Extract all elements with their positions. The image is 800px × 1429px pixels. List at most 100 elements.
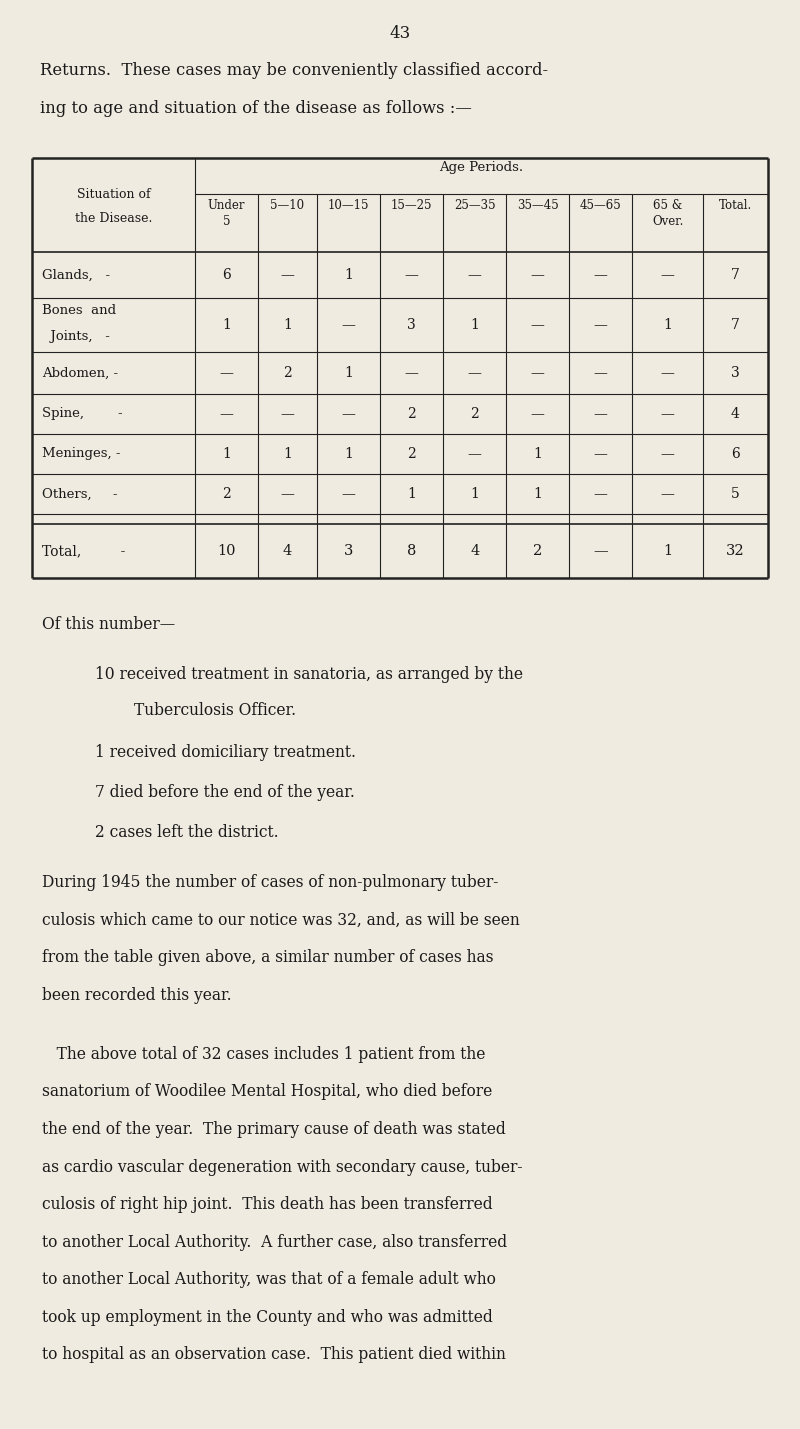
Text: Spine,        -: Spine, - bbox=[42, 407, 122, 420]
Text: 4: 4 bbox=[731, 407, 740, 422]
Text: —: — bbox=[594, 447, 608, 462]
Text: 1: 1 bbox=[344, 447, 353, 462]
Text: 25—35: 25—35 bbox=[454, 199, 495, 211]
Text: Situation of: Situation of bbox=[77, 189, 150, 201]
Text: —: — bbox=[530, 319, 545, 332]
Text: —: — bbox=[661, 447, 674, 462]
Text: —: — bbox=[661, 407, 674, 422]
Text: 2: 2 bbox=[407, 447, 416, 462]
Text: 4: 4 bbox=[283, 544, 292, 557]
Text: During 1945 the number of cases of non-pulmonary tuber-: During 1945 the number of cases of non-p… bbox=[42, 875, 498, 892]
Text: 3: 3 bbox=[407, 319, 416, 332]
Text: from the table given above, a similar number of cases has: from the table given above, a similar nu… bbox=[42, 949, 494, 966]
Text: Meninges, -: Meninges, - bbox=[42, 447, 121, 460]
Text: 35—45: 35—45 bbox=[517, 199, 558, 211]
Text: took up employment in the County and who was admitted: took up employment in the County and who… bbox=[42, 1309, 493, 1326]
Text: Tuberculosis Officer.: Tuberculosis Officer. bbox=[95, 702, 296, 719]
Text: 1: 1 bbox=[470, 487, 479, 502]
Text: —: — bbox=[281, 487, 294, 502]
Text: ing to age and situation of the disease as follows :—: ing to age and situation of the disease … bbox=[40, 100, 472, 117]
Text: Glands,   -: Glands, - bbox=[42, 269, 110, 282]
Text: —: — bbox=[661, 487, 674, 502]
Text: 10: 10 bbox=[218, 544, 236, 557]
Text: 32: 32 bbox=[726, 544, 745, 557]
Text: Total.: Total. bbox=[718, 199, 752, 211]
Text: 1: 1 bbox=[534, 447, 542, 462]
Text: —: — bbox=[405, 269, 418, 282]
Text: The above total of 32 cases includes 1 patient from the: The above total of 32 cases includes 1 p… bbox=[42, 1046, 486, 1063]
Text: 10 received treatment in sanatoria, as arranged by the: 10 received treatment in sanatoria, as a… bbox=[95, 666, 523, 683]
Text: —: — bbox=[342, 319, 355, 332]
Text: —: — bbox=[530, 366, 545, 380]
Text: 1: 1 bbox=[534, 487, 542, 502]
Text: —: — bbox=[342, 407, 355, 422]
Text: Returns.  These cases may be conveniently classified accord-: Returns. These cases may be conveniently… bbox=[40, 61, 548, 79]
Text: 6: 6 bbox=[731, 447, 740, 462]
Text: to hospital as an observation case.  This patient died within: to hospital as an observation case. This… bbox=[42, 1346, 506, 1363]
Text: Of this number—: Of this number— bbox=[42, 616, 175, 633]
Text: Age Periods.: Age Periods. bbox=[439, 161, 523, 174]
Text: to another Local Authority, was that of a female adult who: to another Local Authority, was that of … bbox=[42, 1270, 496, 1288]
Text: 7 died before the end of the year.: 7 died before the end of the year. bbox=[95, 785, 355, 802]
Text: —: — bbox=[219, 366, 234, 380]
Text: —: — bbox=[342, 487, 355, 502]
Text: 3: 3 bbox=[731, 366, 740, 380]
Text: 1: 1 bbox=[283, 447, 292, 462]
Text: —: — bbox=[530, 407, 545, 422]
Text: —: — bbox=[594, 407, 608, 422]
Text: 2: 2 bbox=[407, 407, 416, 422]
Text: 5: 5 bbox=[731, 487, 740, 502]
Text: —: — bbox=[468, 269, 482, 282]
Text: —: — bbox=[468, 447, 482, 462]
Text: —: — bbox=[661, 269, 674, 282]
Text: —: — bbox=[661, 366, 674, 380]
Text: 2: 2 bbox=[283, 366, 292, 380]
Text: 15—25: 15—25 bbox=[391, 199, 432, 211]
Text: 2: 2 bbox=[470, 407, 479, 422]
Text: 1: 1 bbox=[344, 269, 353, 282]
Text: 2: 2 bbox=[222, 487, 231, 502]
Text: 1 received domiciliary treatment.: 1 received domiciliary treatment. bbox=[95, 745, 356, 762]
Text: sanatorium of Woodilee Mental Hospital, who died before: sanatorium of Woodilee Mental Hospital, … bbox=[42, 1083, 492, 1100]
Text: —: — bbox=[468, 366, 482, 380]
Text: 5—10: 5—10 bbox=[270, 199, 305, 211]
Text: the Disease.: the Disease. bbox=[74, 213, 152, 226]
Text: 3: 3 bbox=[344, 544, 353, 557]
Text: —: — bbox=[405, 366, 418, 380]
Text: Joints,   -: Joints, - bbox=[42, 330, 110, 343]
Text: —: — bbox=[530, 269, 545, 282]
Text: 1: 1 bbox=[407, 487, 416, 502]
Text: 1: 1 bbox=[344, 366, 353, 380]
Text: 7: 7 bbox=[731, 269, 740, 282]
Text: —: — bbox=[281, 269, 294, 282]
Text: 2 cases left the district.: 2 cases left the district. bbox=[95, 825, 278, 842]
Text: 8: 8 bbox=[407, 544, 416, 557]
Text: been recorded this year.: been recorded this year. bbox=[42, 986, 232, 1003]
Text: 43: 43 bbox=[390, 24, 410, 41]
Text: —: — bbox=[594, 319, 608, 332]
Text: 7: 7 bbox=[731, 319, 740, 332]
Text: 1: 1 bbox=[283, 319, 292, 332]
Text: —: — bbox=[594, 487, 608, 502]
Text: Abdomen, -: Abdomen, - bbox=[42, 366, 118, 380]
Text: culosis which came to our notice was 32, and, as will be seen: culosis which came to our notice was 32,… bbox=[42, 912, 520, 929]
Text: —: — bbox=[594, 544, 608, 557]
Text: 1: 1 bbox=[663, 544, 672, 557]
Text: 1: 1 bbox=[222, 319, 231, 332]
Text: the end of the year.  The primary cause of death was stated: the end of the year. The primary cause o… bbox=[42, 1120, 506, 1137]
Text: —: — bbox=[594, 366, 608, 380]
Text: Total,         -: Total, - bbox=[42, 544, 126, 557]
Text: 2: 2 bbox=[533, 544, 542, 557]
Text: 1: 1 bbox=[470, 319, 479, 332]
Text: 1: 1 bbox=[222, 447, 231, 462]
Text: Bones  and: Bones and bbox=[42, 304, 116, 317]
Text: —: — bbox=[219, 407, 234, 422]
Text: 45—65: 45—65 bbox=[580, 199, 622, 211]
Text: as cardio vascular degeneration with secondary cause, tuber-: as cardio vascular degeneration with sec… bbox=[42, 1159, 522, 1176]
Text: to another Local Authority.  A further case, also transferred: to another Local Authority. A further ca… bbox=[42, 1233, 507, 1250]
Text: 4: 4 bbox=[470, 544, 479, 557]
Text: 1: 1 bbox=[663, 319, 672, 332]
Text: 10—15: 10—15 bbox=[328, 199, 370, 211]
Text: —: — bbox=[594, 269, 608, 282]
Text: Under
5: Under 5 bbox=[208, 199, 246, 229]
